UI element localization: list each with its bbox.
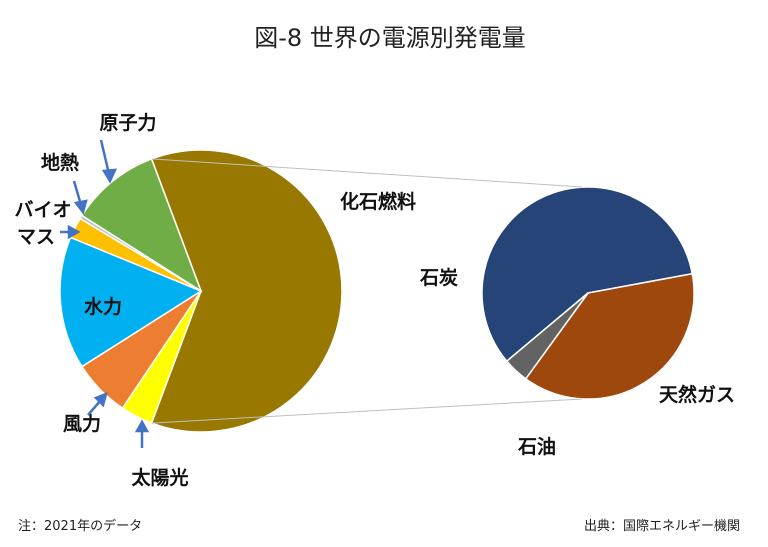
footnote: 注：2021年のデータ <box>18 518 142 534</box>
label-coal: 石炭 <box>419 267 458 289</box>
main-slice-0 <box>150 149 343 433</box>
main-pie <box>59 149 343 433</box>
source-note: 出典：国際エネルギー機関 <box>584 519 740 534</box>
connector-line-top <box>151 158 583 188</box>
label-bioenergy-line1: バイオ <box>14 199 71 221</box>
label-solar: 太陽光 <box>131 466 188 489</box>
arrow-head-geothermal <box>73 199 88 215</box>
label-hydro: 水力 <box>84 295 122 318</box>
breakdown-slice-2 <box>505 292 589 380</box>
connector-line-bottom <box>151 398 583 424</box>
breakdown-pie <box>481 186 695 400</box>
label-nuclear: 原子力 <box>99 111 156 134</box>
label-oil: 石油 <box>517 436 556 458</box>
label-natural-gas: 天然ガス <box>659 383 735 406</box>
label-wind: 風力 <box>63 412 101 435</box>
arrow-head-bioenergy <box>67 224 81 240</box>
label-bioenergy-line2: マス <box>17 226 55 248</box>
label-geothermal: 地熱 <box>41 151 79 174</box>
arrow-nuclear <box>99 139 111 175</box>
breakdown-slice-0 <box>481 186 694 363</box>
arrow-head-solar <box>134 419 150 433</box>
arrow-head-wind <box>93 391 108 408</box>
main-slice-3 <box>59 236 203 368</box>
label-fossil-fuel: 化石燃料 <box>340 190 416 213</box>
arrow-head-nuclear <box>101 168 118 184</box>
chart-title: 図-8 世界の電源別発電量 <box>254 24 526 52</box>
breakdown-slice-1 <box>524 272 695 400</box>
leader-arrows <box>60 139 150 448</box>
